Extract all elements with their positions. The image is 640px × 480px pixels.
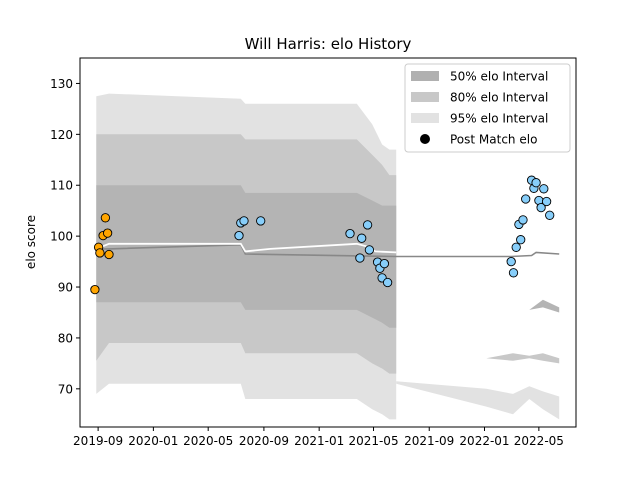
- post-match-point: [357, 233, 367, 243]
- post-match-point: [102, 228, 113, 238]
- post-match-point: [355, 253, 365, 263]
- future-band-80: [396, 353, 560, 371]
- post-match-points: [90, 175, 555, 295]
- post-match-point: [379, 258, 390, 269]
- y-axis: 70 80 90 100 110 120 130: [50, 77, 80, 396]
- future-elo-line: [96, 243, 560, 258]
- post-match-point: [521, 194, 531, 204]
- post-match-point: [516, 235, 526, 245]
- legend-box: [404, 63, 571, 153]
- post-match-point: [531, 178, 541, 188]
- post-match-point: [345, 228, 355, 239]
- legend: 50% elo Interval 80% elo Interval 95% elo …: [404, 63, 571, 153]
- post-match-point: [362, 220, 373, 230]
- legend-label: 80% elo Interval: [450, 91, 548, 105]
- x-axis: 2019-09 2020-01 2020-05 2020-09 2021-01 2021-…: [73, 427, 564, 448]
- legend-swatch: [411, 113, 439, 123]
- post-match-point: [382, 277, 393, 288]
- post-match-point: [536, 202, 546, 213]
- post-match-point: [518, 215, 528, 225]
- x-tick-label: 2022-01: [459, 434, 509, 448]
- y-tick-label: 70: [58, 382, 73, 396]
- post-match-point: [541, 196, 552, 207]
- legend-label: 50% elo Interval: [450, 70, 548, 84]
- future-band-95: [396, 381, 560, 420]
- y-tick-label: 100: [50, 230, 73, 244]
- post-match-point: [100, 213, 111, 223]
- legend-swatch: [411, 71, 439, 81]
- post-match-point: [508, 268, 519, 278]
- legend-label: Post Match elo: [450, 133, 537, 147]
- x-tick-label: 2019-09: [73, 434, 123, 448]
- post-match-point: [545, 210, 555, 220]
- y-tick-label: 90: [58, 281, 73, 295]
- post-match-point: [104, 249, 114, 260]
- y-tick-label: 120: [50, 128, 73, 142]
- interval-bands: [96, 93, 560, 420]
- x-tick-label: 2020-05: [183, 434, 233, 448]
- chart-title: Will Harris: elo History: [245, 35, 412, 53]
- legend-swatch: [411, 92, 439, 102]
- x-tick-label: 2022-05: [514, 434, 564, 448]
- x-tick-label: 2020-09: [239, 434, 289, 448]
- post-match-point: [234, 230, 244, 241]
- y-axis-label: elo score: [24, 215, 38, 269]
- post-match-point: [506, 256, 516, 267]
- band-50: [96, 185, 397, 328]
- x-tick-label: 2021-01: [294, 434, 344, 448]
- x-tick-label: 2021-05: [348, 434, 398, 448]
- legend-label: 95% elo Interval: [450, 112, 548, 126]
- post-match-point: [90, 284, 100, 295]
- post-match-point: [256, 216, 266, 226]
- y-tick-label: 110: [50, 179, 73, 193]
- post-match-point: [539, 184, 549, 194]
- y-tick-label: 130: [50, 77, 73, 91]
- post-match-point: [364, 245, 375, 255]
- post-match-point: [239, 216, 249, 226]
- post-match-point: [511, 242, 521, 252]
- y-tick-label: 80: [58, 331, 73, 345]
- x-tick-label: 2021-09: [404, 434, 454, 448]
- x-tick-label: 2020-01: [128, 434, 178, 448]
- post-match-point: [95, 248, 105, 258]
- plot-frame: [79, 57, 577, 428]
- legend-marker: [420, 134, 430, 144]
- future-band-50: [396, 299, 560, 313]
